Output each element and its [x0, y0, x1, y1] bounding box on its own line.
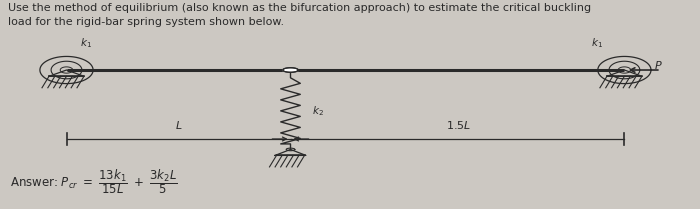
Text: $P$: $P$ [654, 59, 663, 71]
Text: $k_1$: $k_1$ [80, 36, 92, 50]
Text: $k_1$: $k_1$ [592, 36, 603, 50]
Text: Answer: $P_{cr}\ =\ \dfrac{13k_1}{15L}\ +\ \dfrac{3k_2 L}{5}$: Answer: $P_{cr}\ =\ \dfrac{13k_1}{15L}\ … [10, 168, 178, 196]
Text: Use the method of equilibrium (also known as the bifurcation approach) to estima: Use the method of equilibrium (also know… [8, 3, 592, 27]
Text: $k_2$: $k_2$ [312, 104, 323, 118]
Ellipse shape [283, 68, 298, 72]
Text: $1.5 L$: $1.5 L$ [446, 119, 471, 131]
Text: $L$: $L$ [175, 119, 182, 131]
